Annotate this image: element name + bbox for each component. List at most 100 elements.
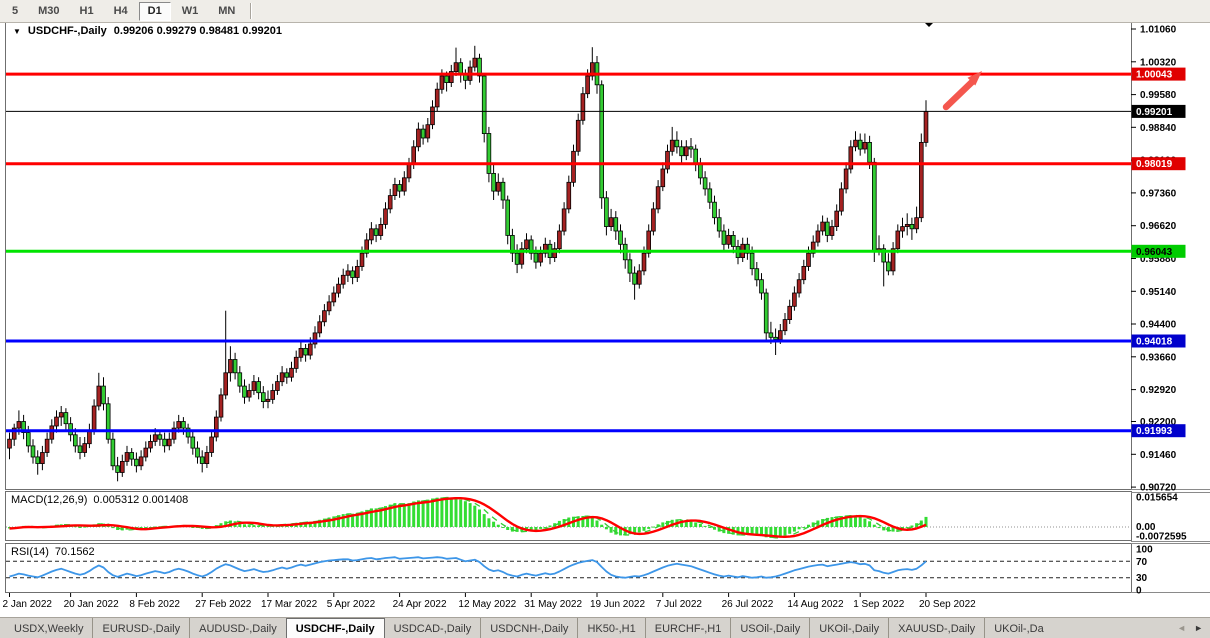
candle bbox=[54, 416, 59, 427]
macd-histogram-bar bbox=[341, 514, 345, 527]
macd-histogram-bar bbox=[557, 520, 561, 527]
macd-histogram-bar bbox=[238, 522, 242, 527]
price-tick-label: 1.00320 bbox=[1140, 57, 1177, 68]
candle bbox=[886, 261, 891, 272]
candle bbox=[265, 398, 271, 402]
price-badge bbox=[1131, 104, 1186, 118]
symbol-dropdown-icon[interactable]: ▼ bbox=[13, 26, 21, 36]
period-button-MN[interactable]: MN bbox=[218, 4, 236, 17]
up-arrow-annotation[interactable] bbox=[942, 78, 976, 111]
macd-histogram-bar bbox=[562, 519, 566, 527]
macd-panel[interactable] bbox=[5, 491, 1132, 541]
candle bbox=[698, 164, 703, 179]
macd-histogram-bar bbox=[858, 516, 862, 527]
chart-tab-ukoil-da[interactable]: UKOil-,Da bbox=[984, 618, 1053, 638]
chart-tab-eurusd-daily[interactable]: EURUSD-,Daily bbox=[92, 618, 189, 638]
chart-tab-xauusd-daily[interactable]: XAUUSD-,Daily bbox=[888, 618, 984, 638]
candle bbox=[745, 243, 750, 254]
date-tick-label: 17 Mar 2022 bbox=[261, 599, 318, 610]
macd-histogram-bar bbox=[595, 520, 599, 527]
candle bbox=[820, 221, 825, 232]
macd-histogram-bar bbox=[877, 527, 881, 529]
chart-tab-usoil-daily[interactable]: USOil-,Daily bbox=[730, 618, 809, 638]
candle bbox=[660, 168, 666, 188]
price-tick-label: 0.92200 bbox=[1140, 417, 1177, 428]
period-button-H4[interactable]: H4 bbox=[113, 4, 128, 17]
date-tick-label: 14 Aug 2022 bbox=[787, 599, 844, 610]
price-badge bbox=[1131, 67, 1186, 81]
rsi-tick-label: 70 bbox=[1136, 557, 1148, 568]
macd-histogram-bar bbox=[901, 527, 904, 529]
chart-tab-hk50-h1[interactable]: HK50-,H1 bbox=[577, 618, 644, 638]
candle bbox=[11, 427, 17, 440]
candle bbox=[336, 283, 341, 294]
chart-tab-usdcad-daily[interactable]: USDCAD-,Daily bbox=[393, 622, 472, 635]
chart-title: ▼ USDCHF-,Daily 0.99206 0.99279 0.98481 … bbox=[13, 25, 282, 37]
macd-histogram-bar bbox=[191, 527, 195, 528]
candle bbox=[571, 150, 576, 183]
macd-histogram-bar bbox=[402, 504, 406, 527]
macd-histogram-bar bbox=[308, 521, 312, 527]
period-button-H1[interactable]: H1 bbox=[79, 4, 94, 17]
candle bbox=[731, 234, 736, 247]
up-arrow-head[interactable] bbox=[967, 71, 983, 86]
macd-histogram-bar bbox=[774, 527, 778, 538]
macd-histogram-bar bbox=[374, 508, 378, 527]
macd-histogram-bar bbox=[261, 526, 265, 527]
chart-tab-ukoil-daily[interactable]: UKOil-,Daily bbox=[809, 618, 888, 638]
macd-histogram-bar bbox=[365, 509, 369, 527]
macd-histogram-bar bbox=[924, 516, 928, 527]
chart-tab-eurchf-h1[interactable]: EURCHF-,H1 bbox=[644, 618, 731, 638]
period-button-W1[interactable]: W1 bbox=[181, 4, 199, 17]
macd-histogram-bar bbox=[478, 509, 481, 527]
macd-histogram-bar bbox=[882, 527, 886, 531]
candle bbox=[251, 381, 257, 391]
macd-histogram-bar bbox=[915, 523, 919, 527]
candle bbox=[862, 141, 868, 150]
period-button-D1[interactable]: D1 bbox=[138, 1, 171, 21]
candle bbox=[185, 427, 191, 438]
candle bbox=[843, 168, 849, 190]
macd-histogram-bar bbox=[534, 527, 538, 530]
chart-tab-usdcnh-daily[interactable]: USDCNH-,Daily bbox=[480, 618, 577, 638]
tab-scroll-left-icon[interactable]: ◄ bbox=[1177, 623, 1187, 633]
tab-scroll-right-icon[interactable]: ► bbox=[1194, 623, 1203, 633]
candle bbox=[641, 252, 647, 272]
toolbar-separator bbox=[250, 3, 253, 19]
macd-histogram-bar bbox=[529, 527, 533, 531]
candle bbox=[176, 421, 182, 429]
candle bbox=[444, 75, 449, 83]
candle bbox=[557, 230, 562, 250]
candle bbox=[87, 429, 92, 445]
price-tick-label: 0.97360 bbox=[1140, 188, 1177, 199]
candle bbox=[495, 181, 501, 192]
chart-tab-audusd-daily[interactable]: AUDUSD-,Daily bbox=[189, 618, 286, 638]
candle bbox=[759, 279, 764, 294]
candle bbox=[763, 292, 769, 334]
candle bbox=[364, 239, 369, 254]
candle bbox=[148, 440, 153, 449]
candle bbox=[472, 57, 478, 68]
candle bbox=[585, 75, 590, 95]
macd-histogram-bar bbox=[200, 527, 204, 529]
period-button-M30[interactable]: M30 bbox=[38, 4, 60, 17]
chart-tab-usdchf-daily[interactable]: USDCHF-,Daily bbox=[285, 618, 385, 638]
macd-histogram-bar bbox=[633, 527, 637, 534]
candle bbox=[716, 217, 722, 232]
rsi-tick-label: 0 bbox=[1136, 586, 1142, 597]
macd-histogram-bar bbox=[670, 519, 674, 527]
macd-histogram-bar bbox=[501, 527, 505, 528]
macd-histogram-bar bbox=[257, 525, 261, 527]
price-badge bbox=[1131, 244, 1186, 258]
candle bbox=[834, 210, 839, 228]
candle bbox=[162, 438, 167, 447]
rsi-panel[interactable] bbox=[5, 543, 1132, 593]
candle bbox=[322, 310, 327, 323]
chart-tab-usdx-weekly[interactable]: USDX,Weekly bbox=[14, 622, 84, 635]
period-button-5[interactable]: 5 bbox=[12, 4, 19, 17]
candle bbox=[275, 381, 280, 391]
macd-histogram-bar bbox=[802, 527, 806, 528]
candle bbox=[411, 146, 416, 165]
candle bbox=[632, 272, 637, 285]
